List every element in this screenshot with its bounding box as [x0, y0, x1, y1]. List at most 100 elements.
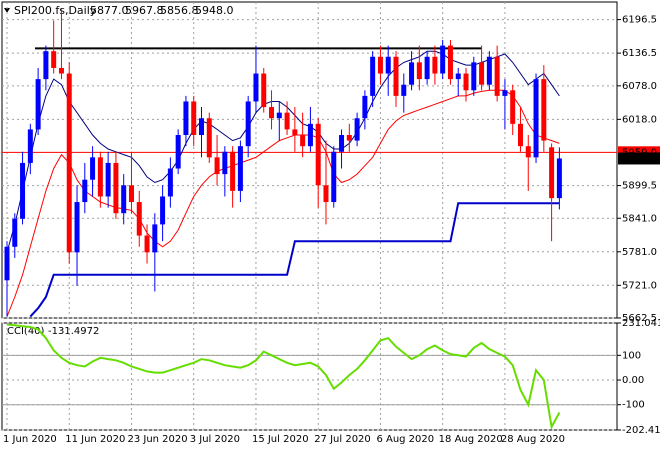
- candle-body: [533, 79, 539, 158]
- y-tick-label: 6136.5: [622, 48, 657, 59]
- candle-body: [269, 107, 275, 119]
- y-tick-label: 5781.0: [622, 247, 657, 258]
- candle-body: [370, 56, 376, 96]
- candle-body: [167, 168, 173, 197]
- candle-body: [517, 123, 523, 147]
- candle-body: [393, 56, 399, 96]
- y-tick-label: 5721.0: [622, 280, 657, 291]
- candle-body: [97, 157, 103, 197]
- cci-title: CCI(40): [7, 326, 45, 337]
- y-tick-label: 6196.5: [622, 15, 657, 26]
- y-tick-label: 5899.5: [622, 181, 657, 192]
- y-tick-label: 0.00: [622, 375, 644, 386]
- candle-body: [362, 95, 368, 119]
- chart-title: SPI200.fs,Daily: [14, 4, 97, 17]
- candle-body: [175, 134, 181, 169]
- candle-body: [300, 134, 306, 147]
- candle-body: [128, 185, 134, 203]
- candle-body: [20, 162, 26, 219]
- y-tick-label: 6018.0: [622, 114, 657, 125]
- candle-body: [463, 73, 469, 91]
- low-label: 5856.8: [160, 4, 199, 17]
- candle-body: [206, 118, 212, 158]
- candle-body: [253, 73, 259, 102]
- high-label: 5967.8: [125, 4, 164, 17]
- candle-body: [479, 62, 485, 85]
- candle-body: [90, 157, 96, 180]
- candle-body: [222, 151, 228, 175]
- candle-body: [354, 118, 360, 141]
- candle-body: [136, 202, 142, 236]
- y-tick-label: -100: [622, 400, 645, 411]
- x-tick-label: 6 Aug 2020: [376, 434, 434, 445]
- candle-body: [486, 56, 492, 85]
- x-tick-label: 11 Jun 2020: [65, 434, 125, 445]
- candle-body: [346, 134, 352, 141]
- candle-body: [556, 158, 562, 199]
- candle-body: [549, 147, 555, 199]
- candle-body: [315, 123, 321, 186]
- candle-body: [292, 129, 298, 135]
- candle-body: [307, 123, 313, 147]
- candle-body: [525, 146, 531, 158]
- candle-body: [502, 90, 508, 96]
- candle-body: [455, 73, 461, 80]
- candle-body: [144, 235, 150, 253]
- candle-body: [191, 101, 197, 135]
- cci-value: -131.4972: [48, 326, 99, 337]
- candle-body: [245, 101, 251, 147]
- candle-body: [494, 56, 500, 96]
- candle-body: [58, 67, 64, 74]
- y-tick-label: 231.0417: [622, 318, 660, 329]
- candle-body: [276, 112, 282, 119]
- candle-body: [113, 162, 119, 214]
- candle-body: [424, 56, 430, 80]
- price-tag: [618, 152, 660, 165]
- series-line: [6, 50, 560, 253]
- candle-body: [401, 84, 407, 96]
- candle-body: [416, 62, 422, 80]
- candle-body: [447, 45, 453, 80]
- candle-body: [541, 79, 547, 141]
- candle-body: [237, 146, 243, 191]
- x-tick-label: 28 Aug 2020: [501, 434, 565, 445]
- collapse-icon: [4, 8, 10, 13]
- y-tick-label: 5841.0: [622, 213, 657, 224]
- x-tick-label: 15 Jul 2020: [252, 434, 309, 445]
- series-line: [6, 323, 561, 430]
- candle-body: [74, 202, 80, 253]
- candle-body: [183, 101, 189, 135]
- candle-body: [12, 218, 18, 247]
- y-tick-label: -202.418: [622, 425, 660, 436]
- candle-body: [284, 112, 290, 130]
- series-line: [29, 202, 560, 318]
- candle-body: [510, 90, 516, 124]
- close-label: 5948.0: [195, 4, 234, 17]
- x-tick-label: 23 Jun 2020: [127, 434, 187, 445]
- pane-frame: [1, 322, 618, 431]
- open-label: 5877.0: [90, 4, 129, 17]
- candle-body: [160, 196, 166, 225]
- x-tick-label: 1 Jun 2020: [3, 434, 57, 445]
- price-tag-label: 5948.0: [622, 153, 657, 164]
- candle-body: [471, 62, 477, 91]
- series-line: [6, 89, 560, 317]
- y-tick-label: 100: [622, 350, 641, 361]
- pane-frame: [1, 1, 618, 319]
- candle-body: [199, 118, 204, 135]
- candle-body: [27, 129, 33, 163]
- candle-body: [331, 151, 337, 203]
- candle-body: [261, 73, 267, 108]
- candle-body: [323, 185, 329, 203]
- candle-body: [432, 56, 438, 74]
- candle-body: [409, 62, 415, 85]
- candle-body: [214, 157, 220, 175]
- candle-body: [440, 45, 446, 74]
- candle-body: [152, 224, 158, 253]
- candle-body: [339, 134, 345, 152]
- candle-body: [35, 79, 41, 130]
- candle-body: [51, 51, 57, 68]
